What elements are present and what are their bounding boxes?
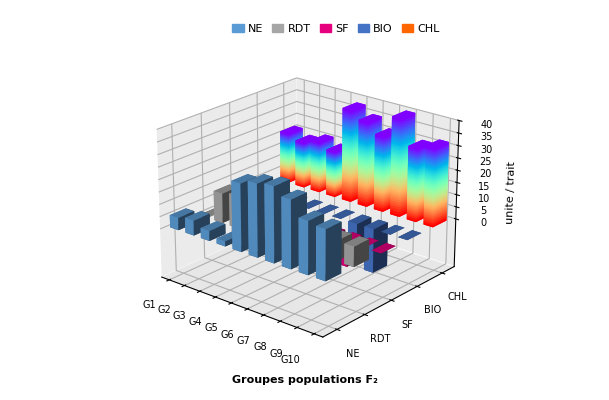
Legend: NE, RDT, SF, BIO, CHL: NE, RDT, SF, BIO, CHL — [228, 19, 444, 38]
Text: Groupes populations F₂: Groupes populations F₂ — [231, 374, 378, 384]
